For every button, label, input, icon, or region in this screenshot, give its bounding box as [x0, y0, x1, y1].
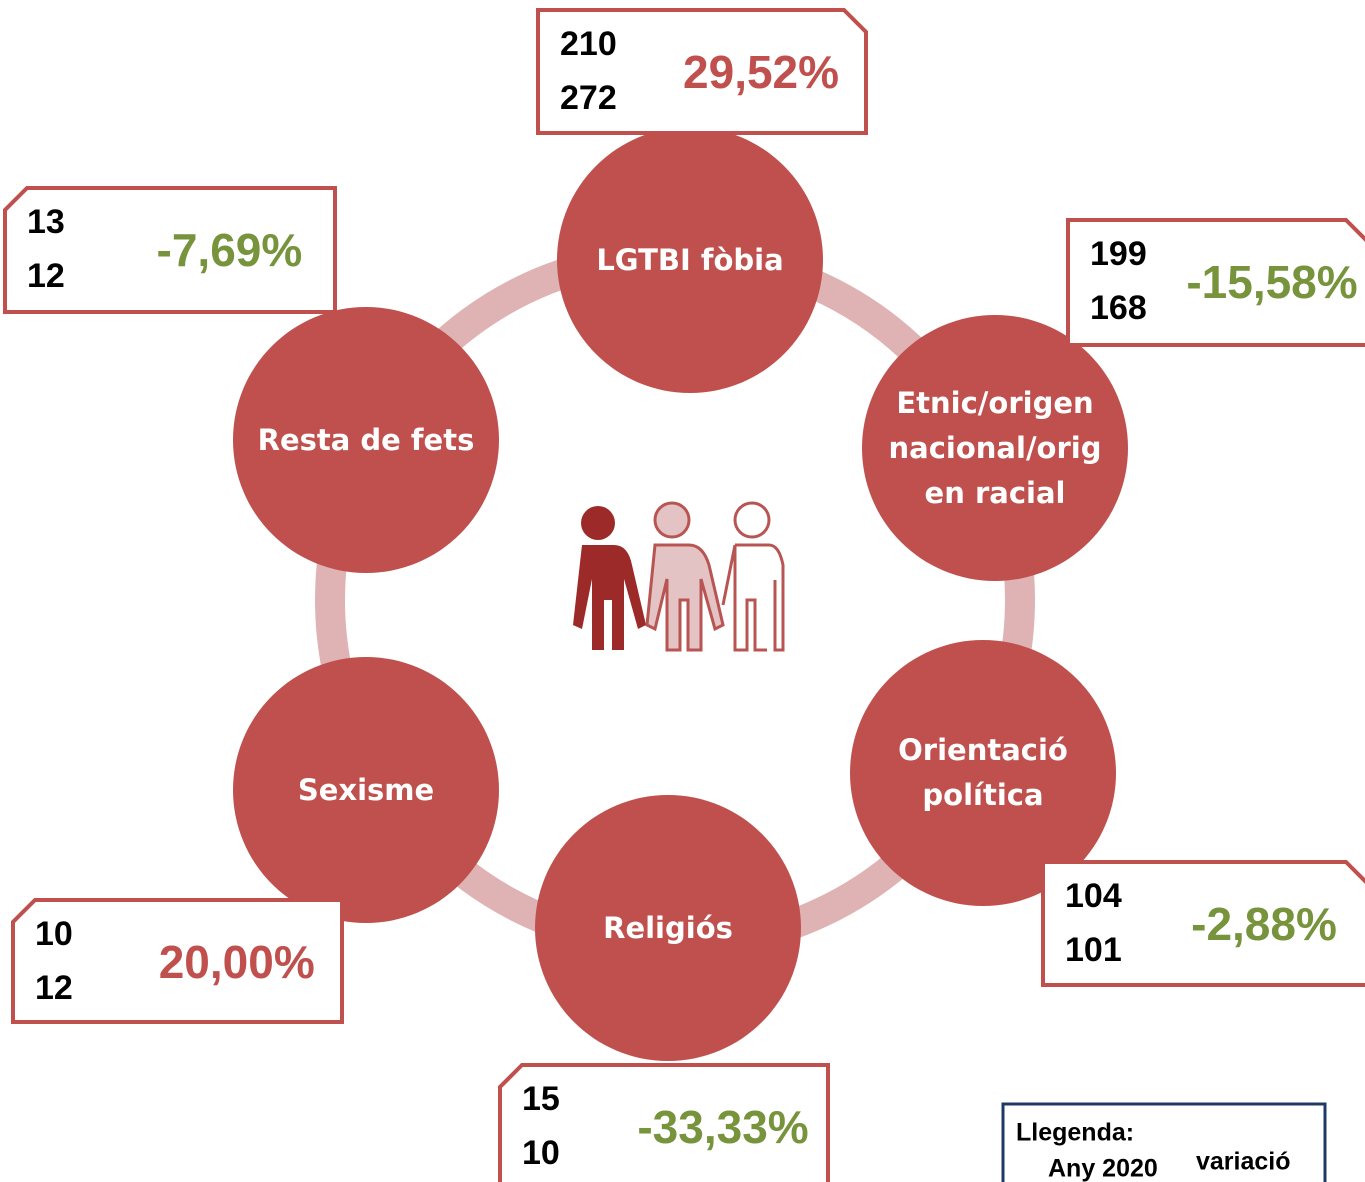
category-label: Sexisme [297, 772, 435, 807]
category-label-box: Sexisme [297, 772, 435, 807]
value-2021: 12 [35, 969, 73, 1007]
value-2021: 10 [522, 1134, 560, 1172]
value-2020: 104 [1065, 877, 1122, 915]
category-circle [850, 640, 1116, 906]
variation: -33,33% [637, 1101, 808, 1153]
legend-title: Llegenda: [1016, 1119, 1134, 1147]
value-2020: 210 [560, 25, 617, 63]
category-label: Etnic/origen nacional/origen racial [888, 385, 1102, 510]
variation: 29,52% [683, 46, 839, 98]
value-box: 199 168 -15,58% [1066, 218, 1365, 347]
value-box-frame [536, 8, 868, 135]
category-label-box: LGTBI fòbia [596, 242, 784, 277]
category-label-box: Orientació política [898, 733, 1068, 812]
value-box: 104 101 -2,88% [1041, 860, 1365, 987]
value-2021: 12 [27, 257, 65, 295]
legend: Llegenda: Any 2020 variació [1001, 1102, 1327, 1182]
category-circle [233, 657, 499, 923]
value-2020: 13 [27, 203, 65, 241]
category-circle [862, 315, 1128, 581]
category-label: Resta de fets [257, 422, 475, 457]
value-box: 13 12 -7,69% [3, 186, 337, 314]
value-2021: 168 [1090, 289, 1147, 327]
variation: -15,58% [1186, 256, 1357, 308]
value-box: 10 12 20,00% [11, 898, 344, 1024]
variation: -2,88% [1191, 898, 1337, 950]
value-box: 210 272 29,52% [536, 8, 868, 135]
category-circle [557, 127, 823, 393]
category-label: LGTBI fòbia [596, 242, 784, 277]
variation: 20,00% [159, 936, 315, 988]
value-2020: 199 [1090, 235, 1147, 273]
legend-box [1001, 1102, 1327, 1182]
value-2020: 10 [35, 915, 73, 953]
value-box: 15 10 -33,33% [498, 1063, 830, 1182]
variation: -7,69% [157, 224, 303, 276]
category-label-box: Religiós [603, 910, 733, 945]
value-box-frame [498, 1063, 830, 1182]
value-box-frame [1066, 218, 1365, 347]
category-label-box: Resta de fets [257, 422, 475, 457]
category-circle [535, 795, 801, 1061]
value-2021: 272 [560, 79, 617, 117]
category-label: Religiós [603, 910, 733, 945]
category-circle [233, 307, 499, 573]
value-box-frame [1041, 860, 1365, 987]
value-box-frame [3, 186, 337, 314]
category-label-box: Etnic/origen nacional/origen racial [888, 385, 1102, 510]
value-2020: 15 [522, 1080, 560, 1118]
legend-variation: variació [1196, 1148, 1291, 1176]
category-label: Orientació política [898, 733, 1068, 812]
legend-year: Any 2020 [1048, 1155, 1158, 1182]
value-2021: 101 [1065, 931, 1122, 969]
value-box-frame [11, 898, 344, 1024]
people-icon [570, 480, 785, 652]
